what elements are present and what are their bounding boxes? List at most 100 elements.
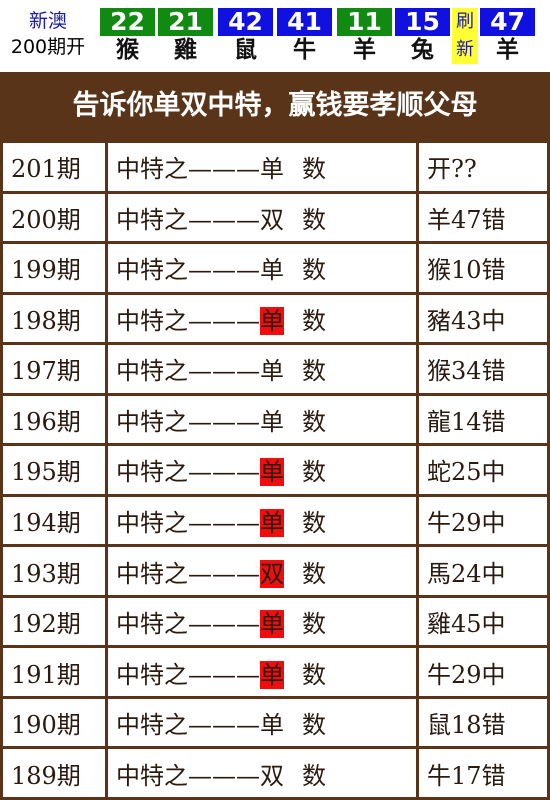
prediction-pick: 单: [260, 155, 284, 184]
ball: 22 猴: [100, 8, 155, 64]
ball: 21 雞: [158, 8, 213, 64]
prediction-pick: 单: [260, 458, 284, 487]
prediction-table: 201期 中特之———单数开?? 200期 中特之———双数羊47错 199期 中特之——…: [0, 140, 550, 800]
prediction: 中特之———单数: [105, 493, 419, 548]
prediction-pick: 单: [260, 711, 284, 740]
prediction: 中特之———单数: [105, 443, 419, 497]
prediction-prefix: 中特之———: [116, 508, 260, 537]
result: 雞45中: [416, 594, 550, 649]
prediction-suffix: 数: [302, 458, 326, 487]
prediction: 中特之———单数: [105, 645, 419, 699]
ball-zodiac: 兔: [411, 37, 434, 63]
refresh-button[interactable]: 刷 新: [452, 8, 478, 64]
period: 191期: [0, 645, 108, 699]
prediction-pick: 单: [260, 306, 284, 335]
prediction: 中特之———单数: [105, 140, 419, 194]
table-row: 192期 中特之———单数雞45中: [0, 594, 550, 649]
ball-zodiac: 雞: [174, 37, 197, 63]
banner: 告诉你单双中特，赢钱要孝顺父母: [0, 72, 550, 140]
prediction-suffix: 数: [302, 155, 326, 184]
ball-number: 21: [158, 8, 213, 36]
ball-zodiac: 羊: [496, 37, 519, 63]
ball-number: 15: [395, 8, 450, 36]
refresh-text: 新: [456, 39, 474, 60]
result: 豬43中: [416, 291, 550, 346]
draw-info: 新澳 200期开: [0, 8, 96, 60]
prediction-suffix: 数: [302, 205, 326, 234]
prediction-pick: 双: [260, 559, 284, 588]
table-row: 197期 中特之———单数猴34错: [0, 342, 550, 396]
prediction-pick: 单: [260, 660, 284, 689]
period: 196期: [0, 392, 108, 447]
result: 开??: [416, 140, 550, 194]
prediction-suffix: 数: [302, 610, 326, 639]
result: 猴10错: [416, 241, 550, 295]
table-row: 198期 中特之———单数豬43中: [0, 291, 550, 346]
prediction-pick: 单: [260, 256, 284, 285]
prediction-suffix: 数: [302, 407, 326, 436]
period: 193期: [0, 544, 108, 598]
table-row: 199期 中特之———单数猴10错: [0, 241, 550, 295]
period: 201期: [0, 140, 108, 194]
period: 192期: [0, 594, 108, 649]
prediction-prefix: 中特之———: [116, 559, 260, 588]
result: 鼠18错: [416, 695, 550, 750]
result: 蛇25中: [416, 443, 550, 497]
ball: 47 羊: [480, 8, 535, 64]
region: 新澳: [28, 10, 67, 32]
period: 197期: [0, 342, 108, 396]
prediction: 中特之———双数: [105, 190, 419, 245]
prediction: 中特之———单数: [105, 342, 419, 396]
prediction-prefix: 中特之———: [116, 205, 260, 234]
prediction-suffix: 数: [302, 508, 326, 537]
table-row: 195期 中特之———单数蛇25中: [0, 443, 550, 497]
prediction-pick: 单: [260, 508, 284, 537]
table-row: 191期 中特之———单数牛29中: [0, 645, 550, 699]
prediction-prefix: 中特之———: [116, 458, 260, 487]
ball-zodiac: 猴: [116, 37, 139, 63]
table-row: 190期 中特之———单数鼠18错: [0, 695, 550, 750]
prediction: 中特之———单数: [105, 392, 419, 447]
period: 195期: [0, 443, 108, 497]
result: 牛29中: [416, 493, 550, 548]
ball: 15 兔: [395, 8, 450, 64]
prediction-pick: 双: [260, 205, 284, 234]
prediction-prefix: 中特之———: [116, 711, 260, 740]
prediction-prefix: 中特之———: [116, 155, 260, 184]
prediction-pick: 单: [260, 407, 284, 436]
ball-zodiac: 羊: [353, 37, 376, 63]
period: 200期: [0, 190, 108, 245]
result: 羊47错: [416, 190, 550, 245]
result: 馬24中: [416, 544, 550, 598]
ball-number: 22: [100, 8, 155, 36]
table-row: 194期 中特之———单数牛29中: [0, 493, 550, 548]
prediction-prefix: 中特之———: [116, 357, 260, 386]
prediction-prefix: 中特之———: [116, 610, 260, 639]
prediction-prefix: 中特之———: [116, 660, 260, 689]
result: 牛29中: [416, 645, 550, 699]
table-row: 201期 中特之———单数开??: [0, 140, 550, 194]
prediction-suffix: 数: [302, 357, 326, 386]
prediction: 中特之———单数: [105, 594, 419, 649]
ball-number: 47: [480, 8, 535, 36]
prediction-pick: 单: [260, 357, 284, 386]
ball-zodiac: 鼠: [234, 37, 257, 63]
table-row: 196期 中特之———单数龍14错: [0, 392, 550, 447]
prediction: 中特之———双数: [105, 746, 419, 800]
ball-number: 41: [277, 8, 332, 36]
prediction-suffix: 数: [302, 559, 326, 588]
prediction-suffix: 数: [302, 256, 326, 285]
prediction-prefix: 中特之———: [116, 256, 260, 285]
prediction: 中特之———双数: [105, 544, 419, 598]
prediction-pick: 单: [260, 610, 284, 639]
prediction-suffix: 数: [302, 761, 326, 790]
prediction: 中特之———单数: [105, 695, 419, 750]
result: 龍14错: [416, 392, 550, 447]
prediction: 中特之———单数: [105, 241, 419, 295]
result: 猴34错: [416, 342, 550, 396]
ball: 11 羊: [337, 8, 392, 64]
result: 牛17错: [416, 746, 550, 800]
result-header: 新澳 200期开 刷 新 22 猴 21 雞 42 鼠 41 牛 11 羊 15 兔 47 羊: [0, 0, 550, 68]
period: 190期: [0, 695, 108, 750]
